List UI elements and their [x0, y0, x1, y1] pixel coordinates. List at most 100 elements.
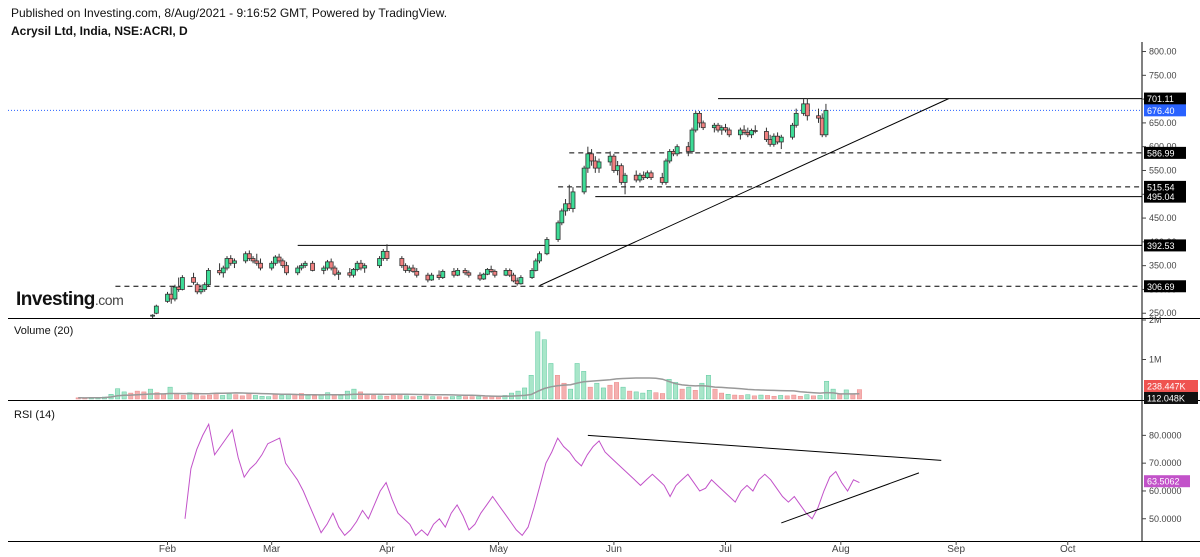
- rsi-axis-label: 70.0000: [1149, 458, 1182, 468]
- candle-up: [793, 112, 799, 126]
- price-label-text: 392.53: [1147, 241, 1175, 251]
- volume-bar-down: [213, 393, 219, 400]
- candle-up: [667, 151, 673, 162]
- volume-bar-down: [207, 394, 212, 400]
- volume-bar-up: [404, 395, 409, 400]
- logo-suffix: .com: [94, 292, 124, 308]
- volume-bar-down: [811, 395, 816, 400]
- candle-up: [351, 269, 356, 276]
- candle-down: [611, 155, 617, 171]
- volume-bar-up: [449, 396, 455, 400]
- candle-up: [518, 277, 524, 285]
- candle-down: [246, 253, 252, 259]
- volume-axis-label: 2M: [1149, 315, 1162, 325]
- candle-down: [258, 262, 263, 269]
- published-info: Published on Investing.com, 8/Aug/2021 -…: [11, 6, 448, 20]
- volume-bar-down: [410, 396, 416, 400]
- candle-down: [284, 265, 289, 274]
- candle-up: [302, 262, 308, 267]
- volume-bar-up: [325, 392, 331, 400]
- volume-bar-up: [568, 388, 574, 400]
- volume-bar-down: [390, 395, 396, 400]
- volume-bar-up: [266, 396, 272, 400]
- volume-bar-down: [614, 382, 619, 400]
- level-price-label: [1144, 239, 1186, 252]
- rsi-axis-label: 50.0000: [1149, 514, 1182, 524]
- candle-up: [321, 267, 327, 271]
- volume-bar-up: [226, 393, 232, 400]
- candle-up: [429, 274, 435, 281]
- candle-up: [778, 136, 784, 143]
- candle-up: [559, 210, 565, 224]
- volume-bar-down: [233, 394, 239, 400]
- level-price-label: [1144, 146, 1186, 159]
- price-label-text: 701.11: [1147, 94, 1174, 104]
- volume-bar-down: [837, 394, 843, 400]
- candle-up: [749, 130, 754, 136]
- symbol-title: Acrysil Ltd, India, NSE:ACRI, D: [11, 24, 188, 38]
- volume-bar-down: [653, 392, 659, 400]
- volume-bar-up: [476, 396, 482, 400]
- volume-bar-up: [778, 395, 784, 400]
- time-axis-label: Jul: [719, 544, 732, 555]
- candle-down: [752, 130, 758, 132]
- rsi-title: RSI (14): [14, 409, 55, 421]
- candle-up: [153, 305, 159, 314]
- candle-down: [194, 284, 200, 293]
- volume-bar-up: [673, 382, 679, 400]
- price-label-text: 306.69: [1147, 282, 1175, 292]
- rsi-trendline: [781, 472, 920, 524]
- volume-value-label: [1144, 392, 1198, 404]
- price-trendline: [539, 98, 949, 287]
- volume-bar-down: [180, 395, 186, 400]
- time-axis-label: Feb: [159, 544, 177, 555]
- volume-bar-up: [574, 363, 580, 400]
- candle-down: [723, 127, 728, 131]
- volume-bar-down: [331, 394, 337, 400]
- volume-bar-up: [600, 387, 606, 400]
- volume-bar-down: [797, 395, 803, 400]
- rsi-line: [184, 422, 860, 537]
- volume-bar-down: [679, 388, 685, 400]
- volume-bar-up: [725, 394, 731, 400]
- price-axis-label: 250.00: [1149, 308, 1177, 318]
- volume-bar-up: [594, 382, 600, 400]
- volume-bar-up: [699, 382, 705, 400]
- candle-down: [507, 270, 513, 276]
- volume-bar-down: [469, 396, 475, 400]
- volume-bar-down: [358, 391, 363, 400]
- candle-up: [596, 161, 602, 169]
- volume-bar-down: [371, 395, 377, 400]
- volume-bar-down: [364, 394, 370, 400]
- volume-bar-down: [660, 393, 665, 400]
- volume-bar-up: [279, 395, 285, 400]
- candle-down: [466, 272, 472, 276]
- time-axis-label: May: [489, 544, 508, 555]
- volume-bar-down: [154, 392, 160, 400]
- volume-bar-down: [627, 390, 633, 400]
- candle-down: [804, 103, 810, 117]
- candle-up: [198, 289, 204, 293]
- candle-down: [328, 261, 334, 269]
- candle-down: [254, 260, 260, 264]
- candle-up: [202, 284, 208, 290]
- volume-bar-down: [587, 386, 593, 400]
- volume-bar-up: [377, 395, 383, 400]
- candle-down: [410, 267, 416, 272]
- volume-bar-down: [292, 394, 298, 400]
- time-axis-label: Sep: [947, 544, 965, 555]
- volume-bar-down: [771, 395, 777, 400]
- price-axis-label: 800.00: [1149, 47, 1177, 57]
- candle-down: [414, 270, 420, 276]
- time-axis-label: Apr: [379, 544, 395, 555]
- volume-bar-up: [259, 395, 265, 400]
- candle-down: [310, 262, 315, 271]
- volume-bar-down: [561, 382, 567, 400]
- volume-bar-down: [732, 394, 738, 400]
- level-price-label: [1144, 180, 1186, 193]
- rsi-axis-label: 80.0000: [1149, 430, 1182, 440]
- candle-up: [220, 267, 226, 274]
- volume-bar-up: [187, 392, 193, 400]
- volume-bar-down: [482, 396, 488, 400]
